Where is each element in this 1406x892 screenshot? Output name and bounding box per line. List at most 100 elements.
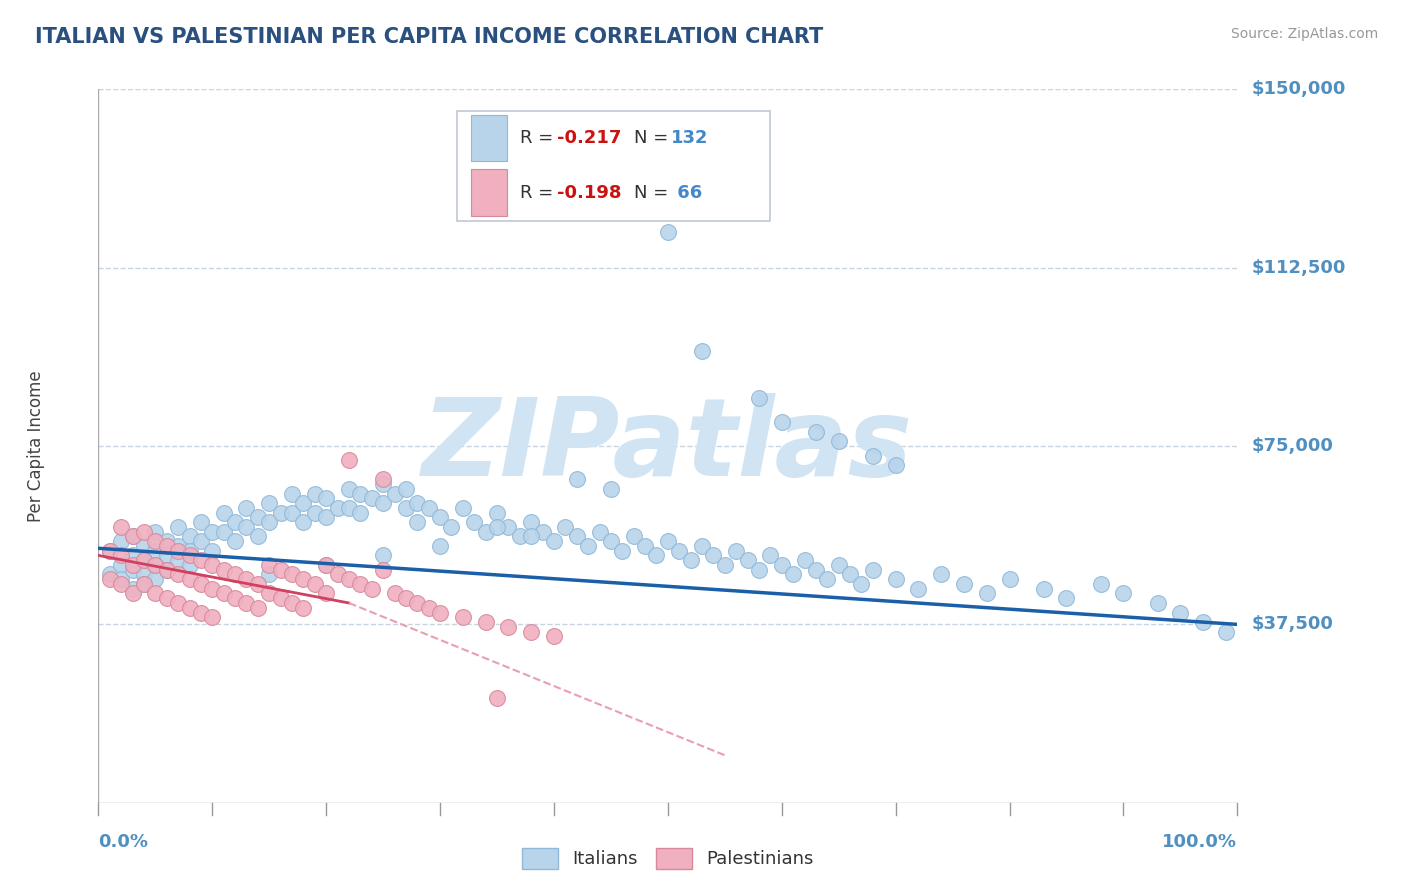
Point bbox=[98, 543, 121, 558]
Point bbox=[224, 534, 246, 549]
Point bbox=[748, 563, 770, 577]
Point bbox=[259, 558, 281, 572]
Point bbox=[110, 572, 132, 586]
Point bbox=[315, 510, 337, 524]
Point bbox=[1054, 591, 1078, 606]
Point bbox=[179, 558, 201, 572]
Text: R =: R = bbox=[520, 184, 558, 202]
Point bbox=[167, 596, 190, 610]
Point bbox=[132, 553, 155, 567]
Point bbox=[612, 543, 634, 558]
Point bbox=[429, 606, 451, 620]
Point bbox=[259, 586, 281, 600]
Point bbox=[337, 500, 360, 515]
Point bbox=[451, 500, 474, 515]
Point bbox=[782, 567, 804, 582]
Point bbox=[235, 520, 257, 534]
Point bbox=[1112, 586, 1135, 600]
Point bbox=[315, 491, 337, 506]
Point bbox=[212, 506, 235, 520]
Point bbox=[259, 496, 281, 510]
Point bbox=[98, 567, 121, 582]
Point bbox=[121, 563, 143, 577]
Point bbox=[770, 558, 793, 572]
Point bbox=[679, 553, 702, 567]
Point bbox=[281, 506, 304, 520]
Point bbox=[246, 577, 269, 591]
Point bbox=[371, 549, 394, 563]
Point bbox=[190, 577, 212, 591]
FancyBboxPatch shape bbox=[471, 169, 508, 216]
Point bbox=[384, 586, 406, 600]
Point bbox=[690, 539, 713, 553]
Point bbox=[246, 510, 269, 524]
Point bbox=[953, 577, 976, 591]
Point bbox=[668, 543, 690, 558]
Point bbox=[770, 415, 793, 429]
Text: ZIPatlas: ZIPatlas bbox=[422, 393, 914, 499]
Point bbox=[281, 596, 304, 610]
Point bbox=[429, 510, 451, 524]
Legend: Italians, Palestinians: Italians, Palestinians bbox=[515, 840, 821, 876]
Point bbox=[804, 563, 827, 577]
Point bbox=[839, 567, 862, 582]
Point bbox=[304, 577, 326, 591]
Point bbox=[132, 577, 155, 591]
Point bbox=[110, 577, 132, 591]
Point bbox=[98, 543, 121, 558]
Point bbox=[270, 563, 292, 577]
Point bbox=[224, 567, 246, 582]
Point bbox=[815, 572, 838, 586]
Point bbox=[156, 563, 179, 577]
Point bbox=[851, 577, 873, 591]
Point bbox=[907, 582, 929, 596]
Point bbox=[498, 620, 520, 634]
Point bbox=[554, 520, 576, 534]
Point bbox=[371, 477, 394, 491]
Text: 132: 132 bbox=[671, 128, 709, 146]
Point bbox=[759, 549, 782, 563]
Point bbox=[451, 610, 474, 624]
Point bbox=[179, 600, 201, 615]
Point bbox=[201, 610, 224, 624]
Point bbox=[304, 486, 326, 500]
Point bbox=[315, 586, 337, 600]
Point bbox=[132, 539, 155, 553]
Point bbox=[486, 691, 509, 706]
Point bbox=[98, 572, 121, 586]
Point bbox=[714, 558, 737, 572]
Text: 100.0%: 100.0% bbox=[1163, 833, 1237, 851]
Point bbox=[304, 506, 326, 520]
Point bbox=[1215, 624, 1237, 639]
Point bbox=[315, 558, 337, 572]
Point bbox=[132, 577, 155, 591]
Point bbox=[167, 539, 190, 553]
Point bbox=[121, 582, 143, 596]
Point bbox=[224, 591, 246, 606]
Text: N =: N = bbox=[634, 128, 673, 146]
Point bbox=[281, 486, 304, 500]
Point bbox=[145, 534, 167, 549]
Point bbox=[406, 596, 429, 610]
Point bbox=[371, 563, 394, 577]
Text: -0.217: -0.217 bbox=[557, 128, 621, 146]
Point bbox=[145, 558, 167, 572]
Point bbox=[156, 539, 179, 553]
Point bbox=[337, 453, 360, 467]
FancyBboxPatch shape bbox=[471, 114, 508, 161]
Point bbox=[326, 500, 349, 515]
Point bbox=[179, 549, 201, 563]
Point bbox=[1032, 582, 1054, 596]
Point bbox=[156, 534, 179, 549]
Point bbox=[418, 500, 440, 515]
Point bbox=[235, 596, 257, 610]
Text: 66: 66 bbox=[671, 184, 703, 202]
Point bbox=[406, 496, 429, 510]
Text: $37,500: $37,500 bbox=[1251, 615, 1333, 633]
Point bbox=[828, 558, 851, 572]
Point bbox=[360, 582, 382, 596]
Point bbox=[292, 496, 315, 510]
Point bbox=[349, 486, 371, 500]
Point bbox=[326, 567, 349, 582]
Point bbox=[190, 534, 212, 549]
